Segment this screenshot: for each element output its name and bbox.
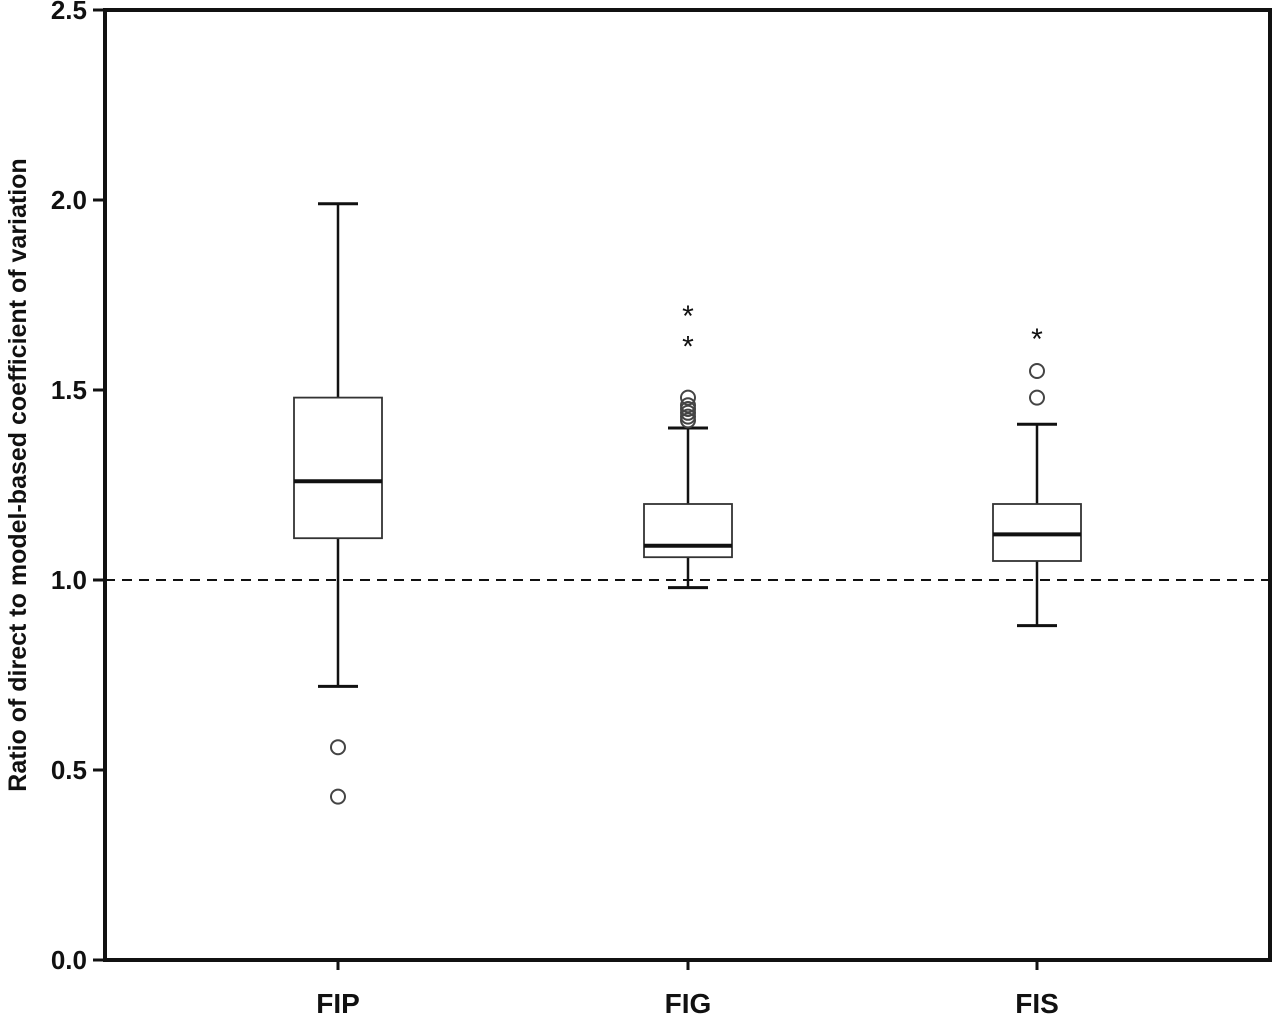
outlier-point xyxy=(1029,363,1045,379)
box-fig: ** xyxy=(643,300,733,590)
x-tick-label: FIS xyxy=(1015,988,1059,1019)
extreme-point: * xyxy=(1031,323,1043,356)
x-axis-tick-labels: FIP FIG FIS xyxy=(316,960,1059,1019)
outlier-point xyxy=(1029,389,1045,406)
y-axis-label: Ratio of direct to model-based coefficie… xyxy=(4,158,32,791)
y-tick-label: 1.5 xyxy=(51,375,87,405)
x-tick-label: FIG xyxy=(665,988,712,1019)
outlier-point xyxy=(330,788,346,805)
y-axis-ticks: 0.0 0.5 1.0 1.5 2.0 2.5 xyxy=(51,0,105,975)
plot-frame xyxy=(103,8,1272,962)
y-tick-label: 2.0 xyxy=(51,185,87,215)
outlier-point xyxy=(680,389,696,406)
x-tick-label: FIP xyxy=(316,988,360,1019)
y-tick-label: 1.0 xyxy=(51,565,87,595)
box-fip xyxy=(293,202,383,805)
box-fis: * xyxy=(992,323,1082,628)
interquartile-box xyxy=(643,503,733,559)
y-tick-label: 0.5 xyxy=(51,755,87,785)
y-tick-label: 0.0 xyxy=(51,945,87,975)
extreme-point: * xyxy=(682,300,694,333)
outlier-point xyxy=(680,397,696,414)
extreme-point: * xyxy=(682,331,694,364)
interquartile-box xyxy=(293,396,383,540)
outlier-point xyxy=(330,739,346,756)
box-plot-series: *** xyxy=(293,202,1082,805)
y-tick-label: 2.5 xyxy=(51,0,87,25)
